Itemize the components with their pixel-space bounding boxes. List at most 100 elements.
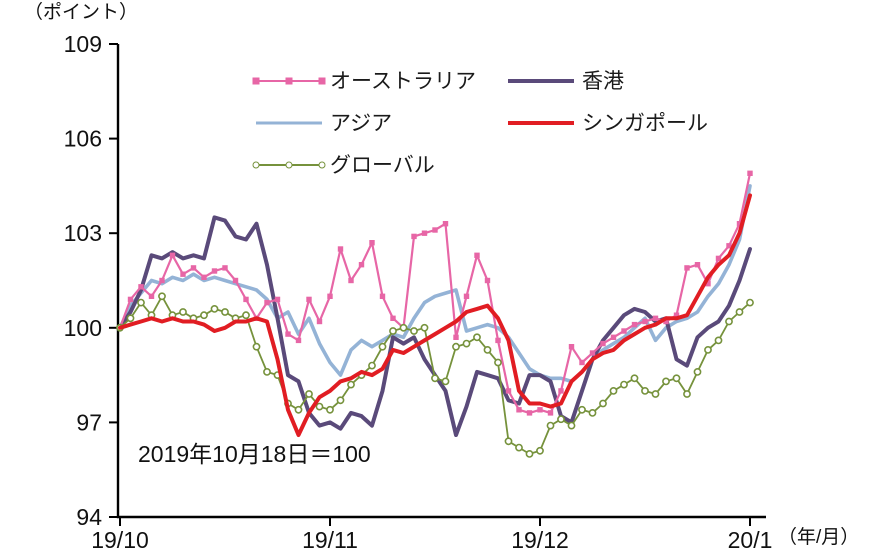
- marker-circle: [704, 345, 712, 354]
- marker-circle: [452, 342, 460, 351]
- marker-circle: [567, 421, 576, 430]
- marker-circle: [179, 308, 187, 316]
- marker-square: [747, 170, 753, 176]
- y-tick-label: 97: [76, 409, 102, 435]
- marker-circle: [347, 380, 355, 389]
- marker-circle: [525, 449, 534, 458]
- marker-circle: [630, 374, 639, 383]
- marker-circle: [294, 405, 303, 414]
- marker-circle: [399, 323, 408, 332]
- marker-square: [306, 296, 312, 303]
- marker-square: [211, 268, 218, 274]
- legend-sample-2: [256, 116, 322, 130]
- marker-square: [610, 334, 617, 340]
- marker-square: [390, 315, 396, 321]
- marker-square: [148, 293, 155, 299]
- marker-square: [348, 277, 354, 284]
- marker-circle: [546, 421, 555, 430]
- marker-circle: [137, 298, 145, 307]
- legend-item-3: シンガポール: [508, 108, 708, 138]
- marker-circle: [336, 396, 345, 405]
- marker-circle: [693, 367, 702, 376]
- series-line-2: [118, 184, 752, 384]
- marker-circle: [620, 380, 628, 389]
- marker-circle: [441, 377, 450, 386]
- marker-circle: [536, 446, 544, 455]
- y-tick-label: 103: [64, 220, 102, 246]
- marker-square: [715, 255, 722, 262]
- marker-circle: [504, 437, 513, 446]
- legend-label-0: オーストラリア: [330, 69, 476, 93]
- marker-circle: [158, 292, 166, 301]
- marker-square: [621, 328, 627, 334]
- marker-square: [484, 277, 491, 284]
- legend-marker-circle: [318, 161, 326, 169]
- marker-square: [642, 318, 648, 325]
- marker-circle: [410, 327, 418, 335]
- marker-square: [736, 221, 743, 227]
- marker-circle: [210, 304, 219, 313]
- marker-square: [694, 262, 701, 268]
- marker-circle: [714, 336, 723, 345]
- legend-marker-square: [285, 77, 293, 85]
- marker-square: [705, 281, 711, 287]
- marker-circle: [651, 390, 660, 398]
- legend-item-4: グローバル: [252, 150, 508, 180]
- marker-square: [411, 233, 417, 240]
- marker-square: [159, 277, 165, 284]
- marker-square: [463, 293, 470, 299]
- marker-circle: [672, 374, 681, 383]
- marker-square: [327, 293, 333, 299]
- marker-circle: [462, 339, 471, 348]
- legend-label-1: 香港: [582, 69, 624, 93]
- legend-marker-square: [318, 77, 326, 85]
- marker-square: [190, 265, 197, 271]
- marker-square: [316, 318, 323, 325]
- marker-square: [684, 265, 690, 271]
- y-tick-label: 94: [76, 504, 102, 530]
- legend-item-0: オーストラリア: [252, 66, 508, 96]
- series-line-3: [118, 193, 752, 437]
- legend-sample-1: [508, 74, 574, 88]
- y-tick-label: 106: [64, 126, 102, 152]
- x-axis-unit-label: （年/月）: [778, 526, 859, 548]
- axes: 94 97 100 103 106 109 19/10 19/11 19/12 20/1: [64, 31, 773, 548]
- marker-square: [180, 271, 186, 277]
- marker-square: [138, 284, 144, 290]
- legend-label-4: グローバル: [330, 153, 435, 177]
- marker-circle: [305, 390, 313, 398]
- marker-circle: [263, 367, 271, 376]
- marker-square: [673, 312, 680, 318]
- marker-circle: [725, 317, 733, 326]
- marker-square: [264, 299, 270, 306]
- marker-circle: [746, 298, 754, 307]
- marker-circle: [252, 342, 261, 351]
- marker-square: [526, 410, 533, 416]
- marker-circle: [641, 386, 649, 395]
- marker-circle: [420, 323, 429, 332]
- y-tick-label: 109: [64, 31, 102, 57]
- y-tick-label: 100: [64, 315, 102, 341]
- marker-square: [547, 410, 554, 416]
- marker-square: [505, 388, 512, 394]
- legend-sample-0: [252, 74, 326, 88]
- y-axis-unit-label: （ポイント）: [24, 1, 138, 23]
- marker-square: [285, 331, 291, 337]
- marker-square: [568, 344, 575, 350]
- marker-circle: [557, 415, 565, 424]
- x-tick-label: 20/1: [728, 527, 773, 548]
- marker-circle: [126, 314, 135, 323]
- marker-circle: [483, 345, 492, 354]
- marker-square: [432, 227, 438, 233]
- marker-circle: [578, 405, 586, 414]
- legend-marker-square: [252, 77, 260, 85]
- marker-circle: [735, 308, 744, 316]
- marker-circle: [609, 386, 618, 395]
- marker-square: [337, 246, 344, 252]
- marker-square: [442, 221, 449, 227]
- marker-square: [421, 230, 428, 236]
- marker-square: [127, 296, 134, 303]
- marker-square: [589, 350, 596, 356]
- marker-square: [726, 243, 732, 249]
